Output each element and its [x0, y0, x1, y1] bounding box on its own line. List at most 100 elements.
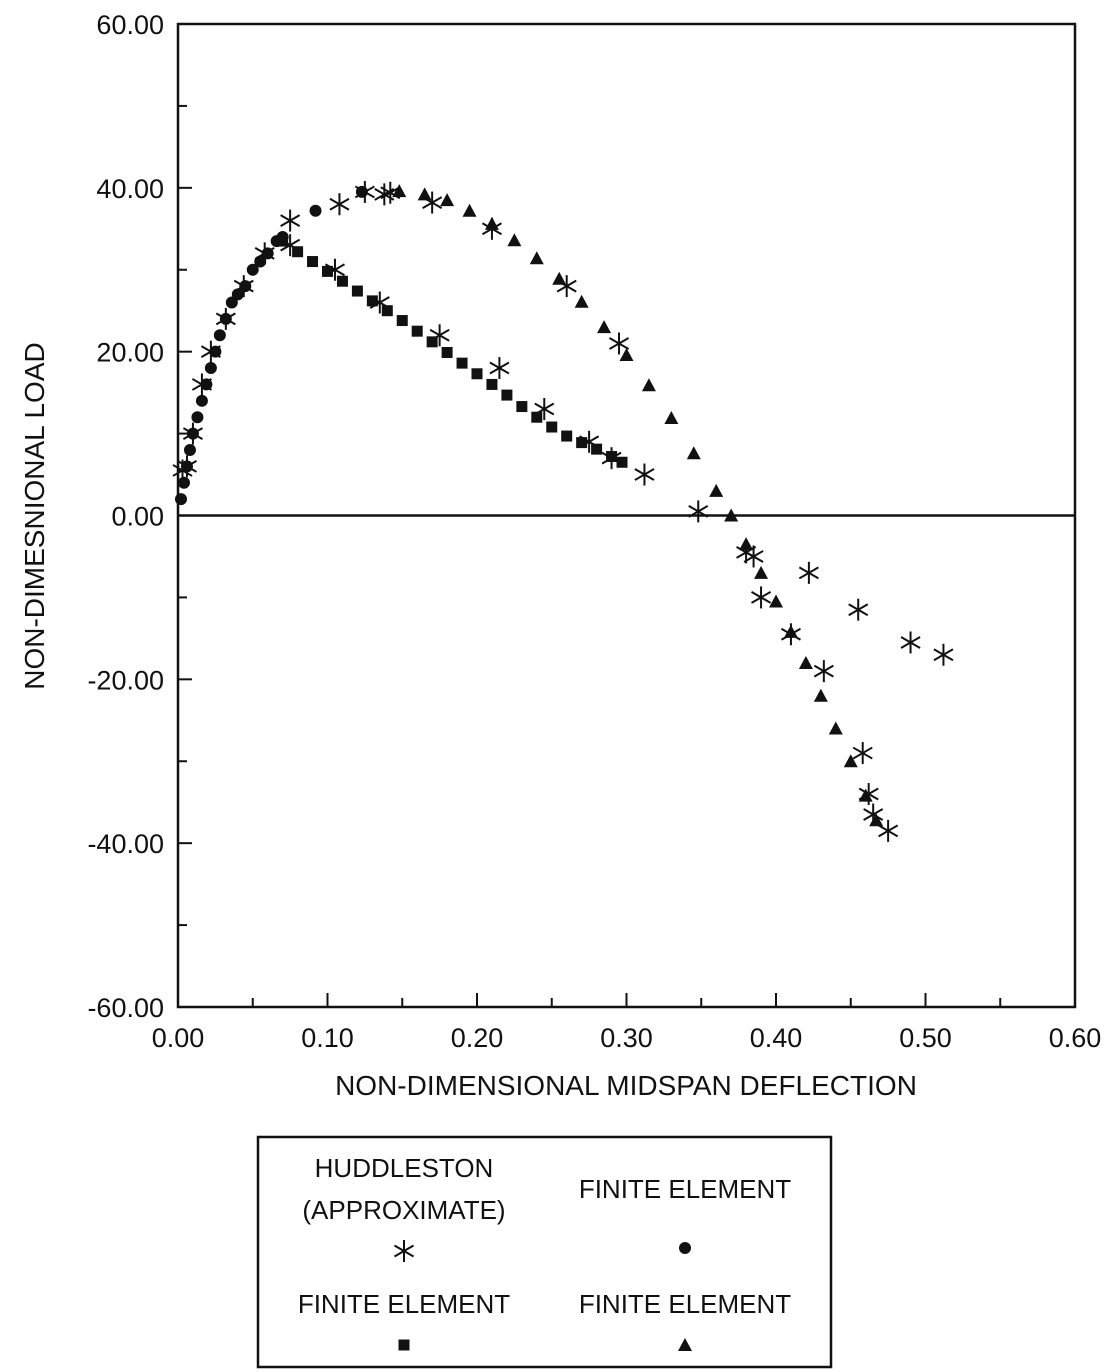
data-point-triangle	[754, 565, 769, 579]
asterisk-stroke	[481, 222, 502, 236]
data-point-circle	[246, 263, 259, 276]
data-point-circle	[191, 411, 204, 424]
asterisk-stroke	[254, 247, 275, 260]
asterisk-stroke	[489, 361, 510, 375]
asterisk-stroke	[634, 468, 655, 481]
data-point-triangle	[574, 294, 589, 308]
x-axis-title: NON-DIMENSIONAL MIDSPAN DEFLECTION	[335, 1070, 917, 1101]
asterisk-stroke	[200, 345, 221, 359]
data-point-asterisk	[422, 191, 443, 214]
asterisk-stroke	[900, 636, 921, 649]
data-point-asterisk	[780, 623, 801, 646]
data-point-asterisk	[280, 209, 301, 232]
legend-marker-asterisk	[393, 1240, 415, 1262]
data-point-asterisk	[489, 357, 510, 380]
x-tick-label: 0.30	[600, 1023, 653, 1053]
data-point-asterisk	[324, 258, 346, 281]
data-point-circle	[204, 362, 217, 375]
asterisk-stroke	[688, 505, 709, 518]
series-circle	[174, 185, 368, 506]
legend-label: (APPROXIMATE)	[302, 1195, 505, 1225]
data-point-triangle	[813, 688, 828, 702]
data-point-square	[531, 411, 543, 423]
data-point-triangle	[641, 378, 656, 392]
data-point-square	[591, 443, 603, 455]
data-point-asterisk	[380, 181, 401, 204]
legend-box	[256, 1135, 833, 1369]
y-tick-label: 40.00	[96, 174, 164, 204]
data-point-circle	[200, 378, 213, 391]
asterisk-stroke	[556, 279, 577, 293]
data-point-square	[351, 285, 363, 297]
asterisk-stroke	[852, 746, 873, 760]
y-tick-label: 60.00	[96, 10, 164, 40]
y-tick-label: -40.00	[87, 829, 164, 859]
asterisk-stroke	[422, 196, 443, 209]
data-point-asterisk	[429, 324, 450, 347]
asterisk-stroke	[751, 591, 772, 604]
data-point-square	[546, 421, 558, 433]
data-point-square	[411, 325, 423, 337]
data-point-triangle	[709, 483, 724, 497]
data-point-asterisk	[751, 586, 772, 609]
data-point-triangle	[440, 193, 455, 207]
data-point-triangle	[392, 184, 407, 198]
x-tick-label: 0.10	[301, 1023, 354, 1053]
data-point-triangle	[597, 320, 612, 334]
asterisk-stroke	[215, 312, 236, 326]
asterisk-stroke	[182, 427, 203, 440]
data-point-asterisk	[182, 422, 203, 445]
data-point-square	[456, 357, 468, 369]
x-tick-label: 0.60	[1049, 1023, 1102, 1053]
legend-marker-square	[398, 1339, 410, 1351]
data-point-asterisk	[601, 447, 622, 470]
data-point-square	[486, 378, 498, 390]
asterisk-stroke	[933, 648, 954, 662]
data-point-asterisk	[798, 561, 819, 584]
data-point-triangle	[664, 411, 679, 425]
asterisk-stroke	[380, 186, 401, 200]
asterisk-stroke	[329, 197, 350, 211]
data-point-triangle	[769, 594, 783, 608]
asterisk-stroke	[280, 238, 301, 252]
data-point-triangle	[417, 187, 432, 201]
data-point-asterisk	[858, 783, 879, 806]
data-point-square	[561, 430, 573, 442]
data-point-asterisk	[813, 660, 834, 683]
data-point-asterisk	[481, 217, 502, 240]
legend-marker-circle	[679, 1242, 691, 1254]
asterisk-stroke	[393, 1244, 415, 1258]
data-point-square	[576, 437, 588, 449]
data-point-asterisk	[369, 291, 390, 314]
data-point-asterisk	[329, 193, 350, 216]
x-tick-label: 0.00	[152, 1023, 205, 1053]
data-point-square	[501, 389, 513, 401]
asterisk-stroke	[608, 337, 630, 350]
asterisk-stroke	[191, 378, 212, 391]
asterisk-stroke	[813, 664, 834, 678]
data-point-asterisk	[848, 598, 869, 621]
asterisk-stroke	[324, 263, 346, 277]
data-point-square	[381, 305, 393, 317]
data-point-asterisk	[688, 500, 709, 523]
data-point-circle	[174, 493, 187, 506]
data-point-asterisk	[354, 180, 375, 203]
data-point-asterisk	[852, 742, 873, 765]
x-tick-label: 0.40	[750, 1023, 803, 1053]
data-point-square	[292, 246, 304, 258]
data-point-asterisk	[933, 643, 954, 666]
series-asterisk	[172, 180, 954, 842]
data-point-square	[366, 295, 378, 307]
data-point-square	[396, 315, 408, 327]
data-point-square	[426, 336, 438, 348]
asterisk-stroke	[858, 787, 879, 801]
data-point-circle	[209, 345, 222, 358]
data-point-square	[307, 256, 319, 268]
legend-marker-triangle	[678, 1338, 692, 1351]
data-point-asterisk	[280, 234, 301, 257]
axis-ticks	[177, 23, 1076, 1008]
data-point-triangle	[462, 203, 477, 217]
data-point-square	[616, 456, 628, 468]
data-point-square	[336, 275, 348, 287]
